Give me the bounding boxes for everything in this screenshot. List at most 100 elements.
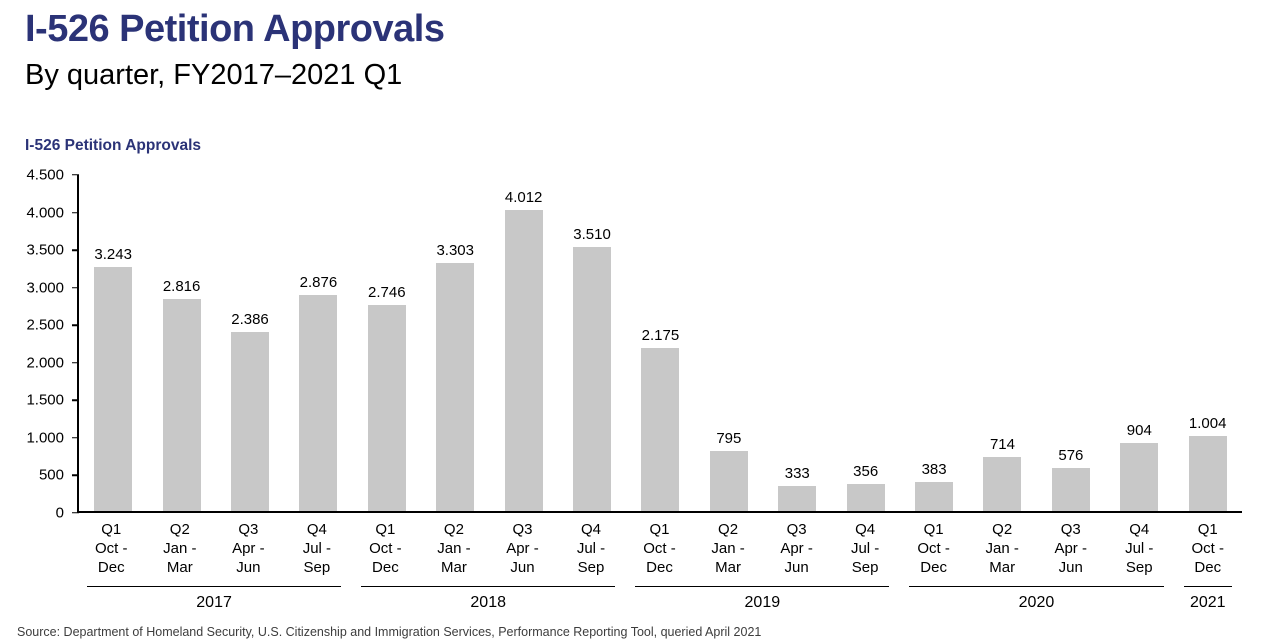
bar-slot: 3.243 [79, 246, 147, 511]
x-axis-label-line: Dec [646, 558, 673, 576]
x-axis-label-line: Dec [372, 558, 399, 576]
bar-slot: 356 [831, 463, 899, 511]
year-groups: 2017 2018 2019 2020 2021 [77, 585, 1242, 613]
plot-area: 4.500 4.000 3.500 3.000 2.500 2.000 1.500 1.000… [26, 166, 1242, 521]
y-axis-tick-label: 500 [38, 466, 64, 484]
bar [915, 482, 954, 511]
bar [709, 451, 748, 511]
x-axis-label-line: Q1 [649, 520, 670, 538]
year-label: 2021 [1189, 594, 1226, 612]
year-separator-line [635, 585, 890, 588]
bar-value-label: 333 [784, 464, 810, 482]
year-separator-line [1183, 585, 1233, 588]
x-axis-label-line: Apr - [506, 539, 539, 557]
bar [1051, 467, 1090, 511]
x-axis-label-line: Mar [989, 558, 1016, 576]
year-separator-line [361, 585, 616, 588]
x-axis-label-line: Sep [1125, 558, 1153, 576]
y-axis-tick-label: 4.500 [26, 166, 64, 184]
x-axis-label-line: Q2 [718, 520, 739, 538]
page-subtitle: By quarter, FY2017–2021 Q1 [25, 58, 403, 91]
x-axis-label-line: Mar [166, 558, 193, 576]
x-axis-label-line: Q3 [238, 520, 259, 538]
bar-value-label: 3.510 [573, 226, 611, 244]
y-axis-tick-mark [72, 361, 79, 364]
y-axis-tick-label: 3.500 [26, 241, 64, 259]
x-axis-label-line: Jul - [850, 539, 880, 557]
y-axis-tick-label: 4.000 [26, 204, 64, 222]
y-axis-tick-label: 2.000 [26, 354, 64, 372]
x-axis-label: Q1 Oct - Dec [1174, 520, 1243, 577]
bar [367, 304, 406, 511]
x-axis-label-line: Jul - [302, 539, 332, 557]
y-axis-tick-label: 0 [55, 504, 64, 522]
y-axis-tick-mark [72, 249, 79, 251]
x-axis-label-line: Apr - [780, 539, 813, 557]
x-axis-label-line: Jul - [576, 539, 606, 557]
y-axis-tick-label: 1.000 [26, 429, 64, 447]
y-axis-tick-mark [72, 174, 79, 176]
bar [846, 484, 885, 511]
x-axis-label: Q3 Apr - Jun [214, 520, 283, 577]
y-axis-tick-mark [72, 474, 79, 477]
bar-slot: 333 [763, 465, 831, 511]
x-axis-label-line: Oct - [917, 539, 950, 557]
x-axis-label-line: Q4 [855, 520, 876, 538]
x-axis-label-line: Q3 [1060, 520, 1081, 538]
x-axis-label-line: Q1 [1197, 520, 1218, 538]
x-axis-label: Q4 Jul - Sep [557, 520, 626, 577]
bar-slot: 714 [968, 436, 1036, 511]
x-axis-label-line: Apr - [1054, 539, 1087, 557]
year-group: 2019 [625, 585, 899, 613]
x-axis-label-line: Sep [577, 558, 605, 576]
bar-slot: 576 [1037, 447, 1105, 511]
x-axis-label-line: Jun [510, 558, 535, 576]
bar [299, 294, 338, 511]
x-axis-label-line: Dec [1194, 558, 1222, 576]
bar [778, 485, 817, 511]
bar-value-label: 2.386 [231, 310, 269, 328]
bar-slot: 795 [695, 430, 763, 511]
bar-slot: 2.386 [216, 311, 284, 511]
bar [94, 267, 133, 511]
bar [983, 457, 1022, 511]
x-axis-label-line: Jun [1058, 558, 1083, 576]
source-note: Source: Department of Homeland Security,… [17, 625, 762, 640]
x-axis-label-line: Jan - [711, 539, 745, 557]
x-axis-label-line: Sep [851, 558, 879, 576]
bar-slot: 2.816 [147, 278, 215, 511]
x-axis-label: Q4 Jul - Sep [831, 520, 900, 577]
x-axis-label: Q2 Jan - Mar [420, 520, 489, 577]
x-axis-label-line: Apr - [232, 539, 265, 557]
bar [573, 247, 612, 511]
bar-slot: 2.746 [353, 284, 421, 511]
bar-value-label: 2.876 [299, 273, 338, 291]
x-axis-label-line: Q2 [992, 520, 1013, 538]
bar-slot: 904 [1105, 422, 1173, 511]
x-axis-label-line: Q4 [580, 520, 601, 538]
x-axis-label: Q1 Oct - Dec [625, 520, 694, 577]
x-axis-label-line: Oct - [95, 539, 128, 557]
bar [162, 299, 201, 511]
y-axis-tick-mark [72, 211, 79, 214]
x-axis-label-line: Dec [920, 558, 947, 576]
bar-chart: 4.500 4.000 3.500 3.000 2.500 2.000 1.500 1.000… [26, 166, 1243, 613]
y-axis-tick-mark [72, 399, 79, 401]
x-axis-label: Q4 Jul - Sep [1105, 520, 1174, 577]
year-label: 2017 [196, 594, 232, 612]
x-axis-label-line: Q4 [306, 520, 327, 538]
x-axis-label-line: Jun [236, 558, 261, 576]
x-axis-label-line: Q3 [786, 520, 807, 538]
year-group: 2020 [899, 585, 1173, 613]
bar [504, 209, 543, 511]
bar [231, 331, 270, 511]
bar-value-label: 3.303 [436, 241, 474, 259]
bar [1188, 435, 1227, 511]
page-title: I-526 Petition Approvals [25, 8, 445, 50]
bar-value-label: 904 [1126, 422, 1152, 440]
x-axis-label-line: Jan - [437, 539, 471, 557]
bar-value-label: 1.004 [1188, 414, 1227, 432]
bar [436, 262, 475, 511]
year-separator-line [909, 585, 1164, 588]
